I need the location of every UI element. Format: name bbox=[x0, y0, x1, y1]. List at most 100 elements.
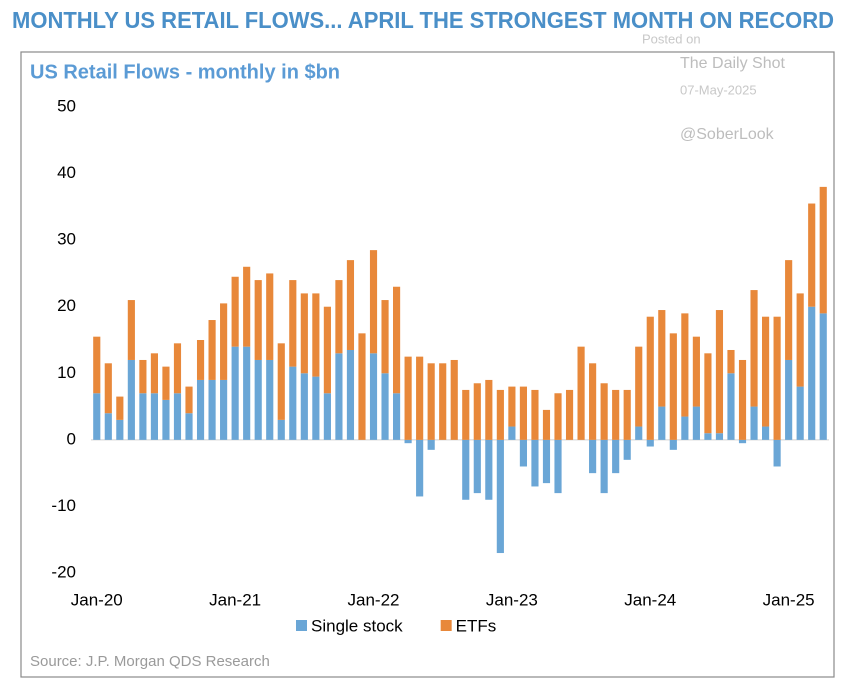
bar bbox=[358, 333, 366, 440]
bar bbox=[692, 406, 700, 440]
bar bbox=[473, 383, 481, 440]
legend-label: ETFs bbox=[456, 616, 497, 635]
bar bbox=[208, 379, 216, 440]
bar bbox=[300, 373, 308, 440]
bar bbox=[738, 439, 747, 444]
y-tick-label: 10 bbox=[57, 363, 76, 382]
bar bbox=[254, 280, 262, 360]
bar bbox=[335, 280, 343, 354]
y-tick-label: 40 bbox=[57, 163, 76, 182]
bar bbox=[335, 353, 343, 440]
bar bbox=[462, 389, 470, 440]
bar bbox=[762, 426, 770, 440]
bar bbox=[254, 359, 262, 440]
bar bbox=[704, 353, 712, 434]
bar bbox=[681, 416, 689, 440]
bar bbox=[819, 313, 827, 440]
y-tick-label: 0 bbox=[67, 429, 76, 448]
bar bbox=[231, 276, 239, 347]
bar bbox=[173, 393, 182, 440]
bar bbox=[150, 393, 158, 440]
bar bbox=[542, 409, 551, 440]
bar bbox=[346, 349, 355, 440]
bar bbox=[508, 426, 516, 440]
bar bbox=[404, 356, 412, 440]
bar bbox=[196, 340, 205, 380]
bar bbox=[623, 389, 631, 440]
bar bbox=[773, 439, 781, 467]
bar bbox=[819, 186, 827, 314]
bar bbox=[531, 439, 539, 487]
bar bbox=[589, 363, 597, 440]
chart-title: MONTHLY US RETAIL FLOWS... APRIL THE STR… bbox=[12, 7, 834, 33]
bar bbox=[565, 389, 574, 440]
chart-frame bbox=[20, 51, 835, 678]
x-tick-label: Jan-23 bbox=[486, 590, 538, 609]
bar bbox=[196, 379, 205, 440]
bar bbox=[519, 386, 527, 440]
bar bbox=[439, 363, 447, 440]
bar bbox=[496, 389, 504, 440]
bar bbox=[796, 293, 804, 387]
bar bbox=[369, 353, 378, 440]
bar bbox=[796, 386, 804, 440]
bar bbox=[173, 343, 182, 394]
bar bbox=[393, 393, 401, 440]
y-tick-label: 50 bbox=[57, 96, 76, 115]
bar bbox=[416, 439, 424, 497]
bar bbox=[104, 413, 112, 440]
y-tick-label: -20 bbox=[51, 562, 76, 581]
chart-subtitle: US Retail Flows - monthly in $bn bbox=[30, 61, 340, 83]
bar bbox=[808, 306, 816, 440]
bar bbox=[635, 346, 643, 427]
watermark: 07-May-2025 bbox=[680, 82, 757, 97]
bar bbox=[485, 439, 493, 500]
bar bbox=[646, 439, 654, 447]
bar bbox=[93, 393, 101, 440]
bar bbox=[289, 366, 297, 440]
bar bbox=[312, 293, 320, 377]
bar bbox=[750, 406, 758, 440]
bar bbox=[162, 399, 170, 440]
bar bbox=[127, 359, 135, 440]
bar bbox=[750, 290, 758, 407]
bar bbox=[658, 406, 666, 440]
bar bbox=[289, 280, 297, 367]
bar bbox=[93, 336, 101, 394]
bar bbox=[738, 359, 747, 440]
bar bbox=[727, 373, 735, 440]
bar bbox=[589, 439, 597, 474]
bar bbox=[681, 313, 689, 417]
x-tick-label: Jan-22 bbox=[348, 590, 400, 609]
bar bbox=[243, 346, 251, 440]
bar bbox=[600, 439, 608, 494]
bar bbox=[381, 300, 389, 374]
bar bbox=[450, 359, 458, 440]
bar bbox=[623, 439, 631, 460]
bar bbox=[346, 260, 355, 350]
x-tick-label: Jan-21 bbox=[209, 590, 261, 609]
bar bbox=[300, 293, 308, 374]
legend-label: Single stock bbox=[311, 616, 403, 635]
bar bbox=[612, 439, 620, 474]
bar bbox=[727, 349, 735, 374]
watermark: The Daily Shot bbox=[680, 55, 785, 72]
y-tick-label: 30 bbox=[57, 230, 76, 249]
bar bbox=[243, 266, 251, 347]
bar bbox=[669, 333, 677, 440]
bar bbox=[277, 419, 285, 440]
bar bbox=[323, 393, 331, 440]
bar bbox=[116, 419, 124, 440]
bar bbox=[277, 343, 285, 420]
bar bbox=[692, 336, 700, 407]
source: Source: J.P. Morgan QDS Research bbox=[30, 653, 270, 670]
bar bbox=[139, 393, 147, 440]
bar bbox=[381, 373, 389, 440]
bar bbox=[185, 413, 193, 440]
bar bbox=[416, 356, 424, 440]
bar bbox=[785, 260, 793, 360]
bar bbox=[658, 310, 666, 407]
bar bbox=[220, 303, 228, 380]
bar bbox=[208, 320, 216, 380]
bar bbox=[312, 376, 320, 440]
